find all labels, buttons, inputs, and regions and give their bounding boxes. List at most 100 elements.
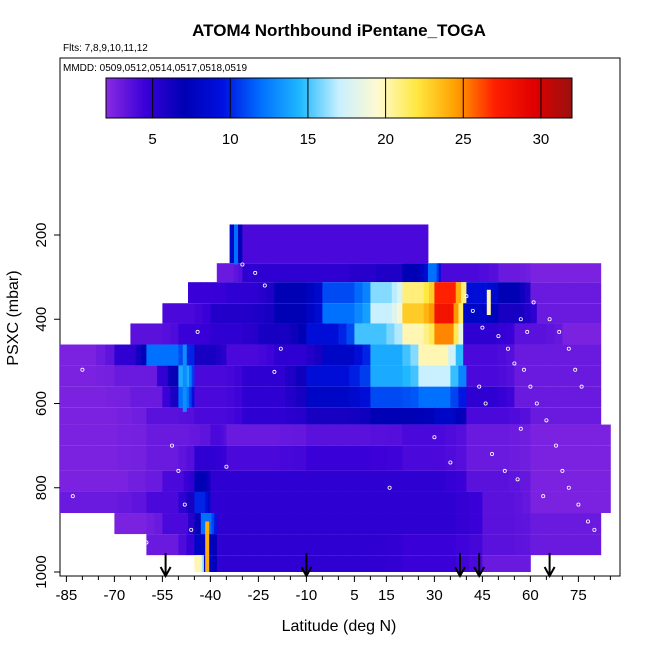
heat-cell [572,344,587,366]
heat-cell [423,282,430,304]
heat-cell [349,365,361,387]
heat-cell [199,344,206,366]
colorbar-ticks: 5 10 15 20 25 30 [148,78,549,148]
heat-cell [162,534,171,556]
heat-cell [530,303,538,324]
sample-point [502,468,507,473]
heat-cell [209,534,214,556]
heat-cell [402,555,417,572]
heat-cell [274,470,291,492]
heat-cell [238,224,241,264]
heat-cell [253,445,267,471]
heat-cell [210,424,214,446]
heat-cell [498,263,505,283]
heat-cell [282,282,291,304]
heat-cell [295,263,323,283]
heat-cell [114,344,121,366]
heat-cell [231,303,243,324]
heat-cell [290,491,307,514]
heat-cell [565,263,578,283]
heat-cell [279,445,294,471]
heat-cell [463,344,473,366]
x-tick-label: 45 [474,587,491,604]
heat-cell [154,386,163,408]
heat-cell [488,344,498,366]
heat-cell [322,445,339,471]
heat-cell [208,513,212,535]
heat-cell [298,282,307,304]
heat-cell [157,365,169,387]
heat-cell [434,386,443,408]
heat-cell [543,386,558,408]
heat-cell [402,513,417,535]
heat-cell [298,344,307,366]
heat-cell [103,491,118,514]
heat-cell [538,323,547,345]
heat-cell [145,470,163,492]
heat-cell [186,386,190,408]
heat-cell [290,344,299,366]
heat-cell [426,365,435,387]
heat-cell [522,323,531,345]
heat-cell [528,365,544,387]
heat-cell [488,263,499,283]
heat-cell [482,386,491,408]
heat-cell [402,365,411,387]
heat-cell [213,534,218,556]
heat-cell [198,534,203,556]
heat-cell [482,534,491,556]
heat-cell [234,365,243,387]
heat-cell [445,470,457,492]
heat-cell [263,407,275,425]
heat-cell [258,491,275,514]
heat-cell [338,303,347,324]
flight-arrow-head [454,566,466,579]
heat-cell [205,344,211,366]
heat-cell [438,263,442,283]
heat-cell [146,407,155,425]
heat-cell [60,407,75,425]
x-axis: -85 -70 -55 -40 -25 -10 5 15 30 45 60 75 [56,576,611,604]
heat-cell [338,491,355,514]
heat-cell [146,491,155,514]
heat-cell [423,323,430,345]
heat-cell [410,386,419,408]
heat-cell [450,386,459,408]
heat-cell [553,534,566,556]
heat-cell [170,491,179,514]
heat-cell [234,282,243,304]
heat-cell [542,534,555,556]
heat-cell [335,224,367,264]
heat-cell [423,470,435,492]
heat-cell [436,263,440,283]
heat-cell [322,424,339,446]
heat-cell [581,323,589,345]
heat-cell [586,365,602,387]
colorbar-tick-label: 15 [300,131,317,148]
heat-cell [276,555,292,572]
heat-cell [433,344,442,366]
heat-cell [402,303,409,324]
heat-cell [557,386,573,408]
heat-cell [306,303,315,324]
heat-cell [122,513,131,535]
heat-cell [304,224,336,264]
heat-cell [418,386,427,408]
heat-cell [477,470,489,492]
heat-cell [503,263,510,283]
heat-cell [218,365,227,387]
heat-cell [492,303,499,324]
heat-cell [168,513,176,535]
colorbar-tick-label: 10 [222,131,239,148]
sample-point [579,384,584,389]
heat-cell [60,470,78,492]
heat-cell [402,282,409,304]
heat-cell [439,282,446,304]
heat-cell [103,407,118,425]
heat-cell [196,555,198,572]
heat-cell [418,365,427,387]
heat-cell [415,555,430,572]
heat-cell [407,303,414,324]
heat-cell [226,491,243,514]
heat-cell [402,424,414,446]
